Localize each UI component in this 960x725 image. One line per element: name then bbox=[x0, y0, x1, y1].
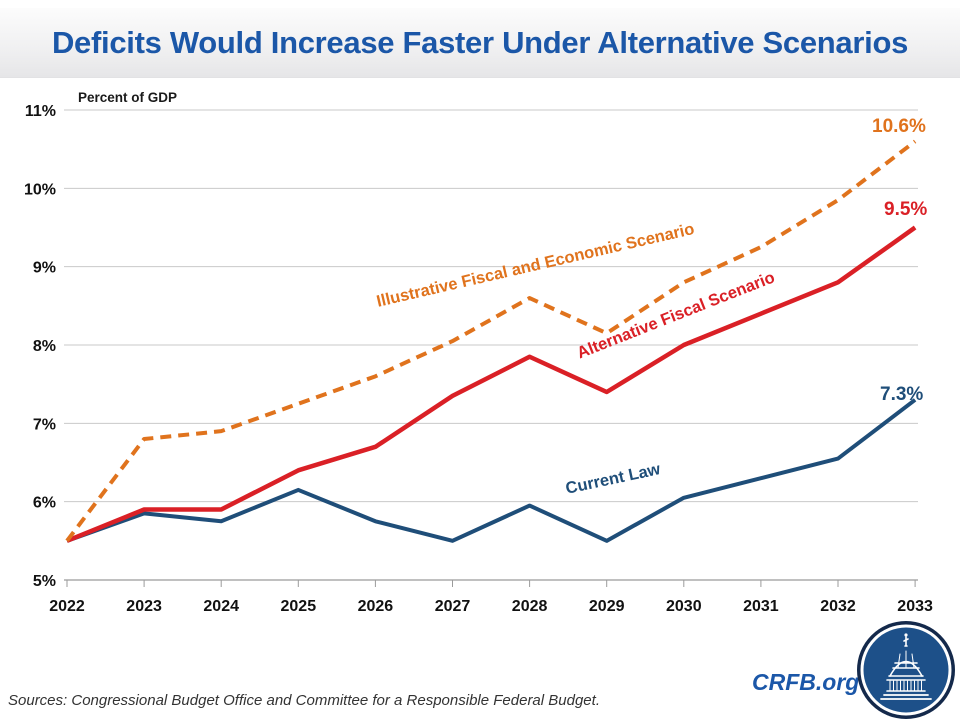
end-value-illustrative: 10.6% bbox=[872, 116, 926, 137]
y-axis-tick-label: 8% bbox=[33, 338, 56, 355]
y-axis-tick-label: 10% bbox=[24, 181, 56, 198]
x-axis-year-label: 2025 bbox=[281, 598, 317, 615]
end-value-alternative: 9.5% bbox=[884, 199, 928, 220]
x-axis-year-label: 2029 bbox=[589, 598, 625, 615]
end-value-current-law: 7.3% bbox=[880, 384, 924, 405]
sources-note: Sources: Congressional Budget Office and… bbox=[8, 692, 600, 709]
y-axis-unit-label: Percent of GDP bbox=[78, 90, 178, 105]
x-axis-year-label: 2033 bbox=[897, 598, 933, 615]
y-axis-tick-label: 11% bbox=[25, 103, 56, 120]
y-axis-tick-label: 7% bbox=[33, 416, 56, 433]
x-axis-year-label: 2022 bbox=[49, 598, 85, 615]
x-axis-year-label: 2031 bbox=[743, 598, 779, 615]
x-axis-year-label: 2023 bbox=[126, 598, 162, 615]
x-axis-year-label: 2030 bbox=[666, 598, 702, 615]
page-title: Deficits Would Increase Faster Under Alt… bbox=[51, 24, 909, 60]
y-axis-tick-label: 6% bbox=[33, 495, 56, 512]
capitol-dome-logo-icon bbox=[856, 620, 956, 720]
y-axis-tick-label: 9% bbox=[33, 260, 56, 277]
series-line-current-law bbox=[66, 398, 917, 543]
x-axis-year-label: 2026 bbox=[358, 598, 394, 615]
y-axis-tick-label: 5% bbox=[33, 573, 56, 590]
x-axis-year-label: 2024 bbox=[203, 598, 239, 615]
series-line-illustrative bbox=[65, 139, 917, 543]
series-line-alternative bbox=[66, 225, 917, 543]
x-axis-year-label: 2032 bbox=[820, 598, 856, 615]
x-axis-year-label: 2027 bbox=[435, 598, 471, 615]
x-axis-year-label: 2028 bbox=[512, 598, 548, 615]
crfb-brand-text: CRFB.org bbox=[752, 669, 860, 695]
header-banner: Deficits Would Increase Faster Under Alt… bbox=[0, 8, 960, 78]
